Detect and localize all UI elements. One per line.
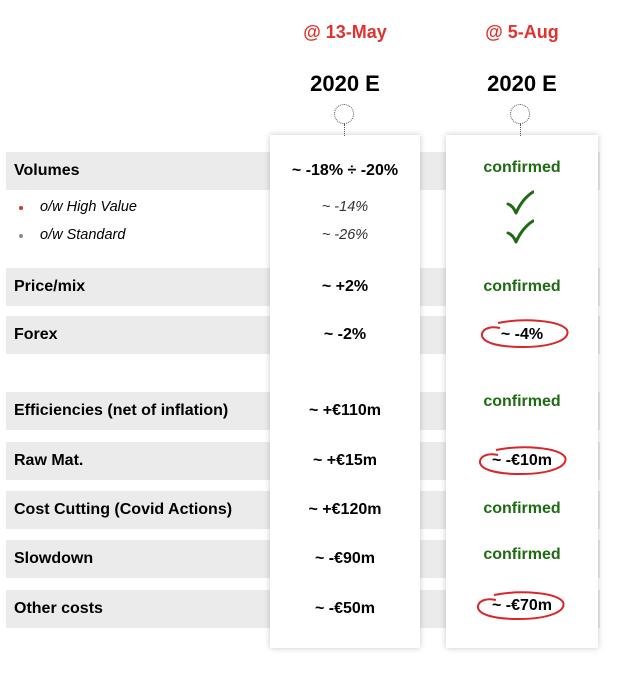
check-icon <box>506 190 534 215</box>
hand-drawn-circle-icon <box>477 591 565 621</box>
column-date-5-aug: @ 5-Aug <box>485 22 559 42</box>
value-may-cost-cutting: ~ +€120m <box>308 501 382 518</box>
row-label-price-mix: Price/mix <box>14 278 86 295</box>
value-aug-raw-mat: ~ -€10m <box>491 452 553 469</box>
row-label-efficiencies: Efficiencies (net of inflation) <box>14 402 229 419</box>
connector-stem <box>344 124 345 136</box>
value-aug-forex: ~ -4% <box>500 326 544 343</box>
column-card-5-aug <box>446 135 598 648</box>
value-may-slowdown: ~ -€90m <box>314 550 376 567</box>
column-year-13-may: 2020 E <box>310 71 380 96</box>
row-label-forex: Forex <box>14 326 58 343</box>
value-aug-volumes: confirmed <box>483 159 561 176</box>
hand-drawn-circle-icon <box>481 319 569 349</box>
value-aug-slowdown: confirmed <box>483 546 561 563</box>
column-card-13-may <box>270 135 420 648</box>
value-may-forex: ~ -2% <box>323 326 367 343</box>
value-aug-efficiencies: confirmed <box>483 393 561 410</box>
hand-drawn-circle-icon <box>479 446 567 476</box>
row-label-cost-cutting: Cost Cutting (Covid Actions) <box>14 501 233 518</box>
connector-stem <box>520 124 521 136</box>
value-aug-cost-cutting: confirmed <box>483 500 561 517</box>
value-may-price-mix: ~ +2% <box>321 278 369 295</box>
value-aug-price-mix: confirmed <box>483 278 561 295</box>
row-label-raw-mat: Raw Mat. <box>14 452 84 469</box>
row-label-high-value: o/w High Value <box>40 199 137 215</box>
row-label-volumes: Volumes <box>14 162 80 179</box>
value-may-raw-mat: ~ +€15m <box>312 452 378 469</box>
bullet-gray-icon <box>19 234 23 238</box>
row-label-standard: o/w Standard <box>40 227 126 243</box>
column-year-5-aug: 2020 E <box>487 71 557 96</box>
bullet-red-icon <box>19 206 23 210</box>
value-may-standard: ~ -26% <box>321 227 369 243</box>
connector-bubble-icon <box>334 104 354 124</box>
row-label-slowdown: Slowdown <box>14 550 94 567</box>
column-date-13-may: @ 13-May <box>303 22 387 42</box>
value-may-efficiencies: ~ +€110m <box>308 402 382 419</box>
value-may-other-costs: ~ -€50m <box>314 600 376 617</box>
row-label-other-costs: Other costs <box>14 600 103 617</box>
value-aug-other-costs: ~ -€70m <box>491 597 553 614</box>
check-icon <box>506 219 534 244</box>
connector-bubble-icon <box>510 104 530 124</box>
value-may-volumes: ~ -18% ÷ -20% <box>291 162 399 179</box>
value-may-high-value: ~ -14% <box>321 199 369 215</box>
